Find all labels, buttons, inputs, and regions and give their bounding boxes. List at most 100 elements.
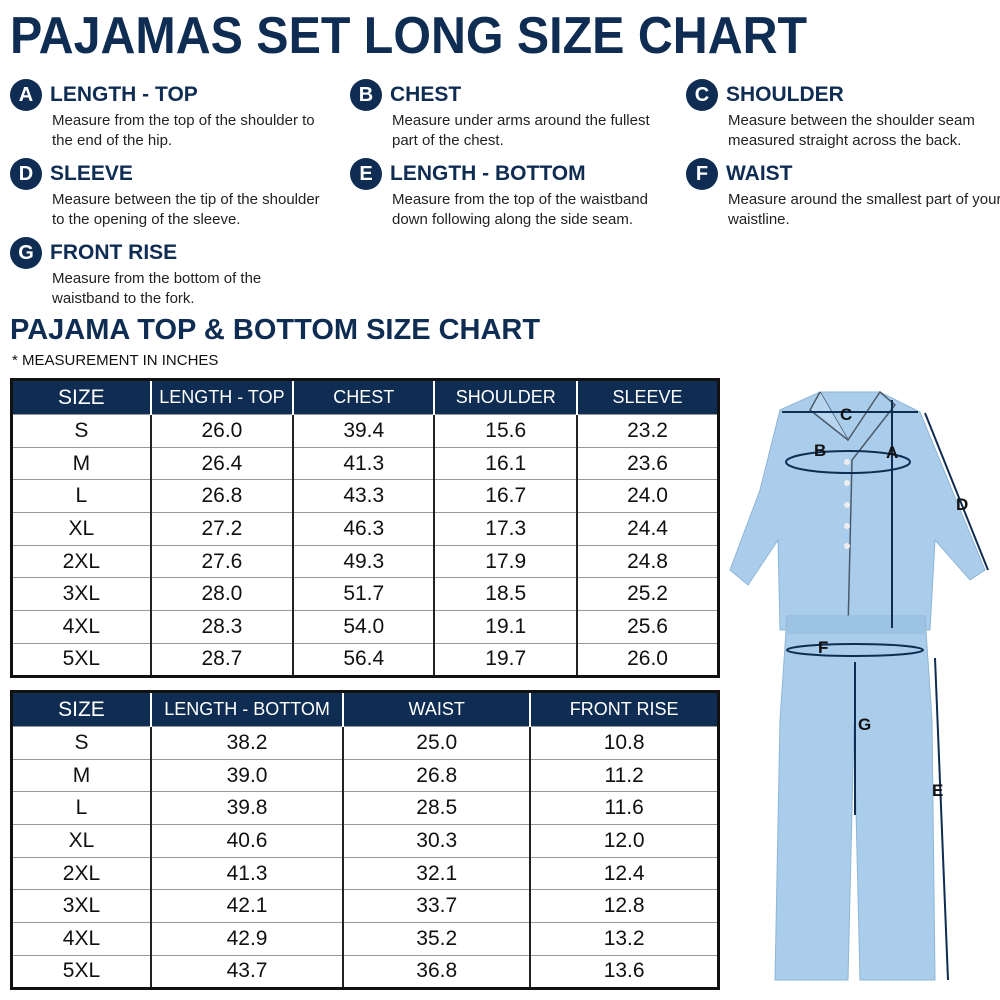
table-cell: 41.3 [292,446,435,481]
table-cell: 26.0 [576,642,720,677]
guide-item: D SLEEVE Measure between the tip of the sh… [10,158,330,230]
label-e: E [932,781,943,800]
guide-label: FRONT RISE [50,241,178,264]
table-cell: 38.2 [149,726,344,760]
table-cell: 43.3 [292,479,435,514]
guide-description: Measure from the top of the waistband do… [392,191,648,228]
guide-label: SHOULDER [726,83,844,106]
table-cell: 24.0 [576,479,720,514]
table-cell: 11.2 [529,758,720,793]
table-cell: 19.1 [433,610,578,644]
table-row: XL 40.6 30.3 12.0 [11,824,720,858]
table-row: S 26.0 39.4 15.6 23.2 [11,414,720,448]
table-row: 4XL 28.3 54.0 19.1 25.6 [11,610,720,644]
guide-description: Measure under arms around the fullest pa… [392,112,650,149]
table-cell: 3XL [11,889,152,924]
table-cell: 40.6 [149,824,344,858]
letter-badge: G [10,237,42,269]
guide-label: SLEEVE [50,162,133,185]
guide-description: Measure between the shoulder seam measur… [728,112,975,149]
table-cell: 2XL [11,544,152,579]
pajama-top-shape [729,390,986,631]
letter-badge: C [686,79,718,111]
column-header: SLEEVE [576,379,719,415]
table-row: 3XL 28.0 51.7 18.5 25.2 [11,577,720,612]
table-cell: 28.7 [149,642,294,677]
top-size-table: SIZE LENGTH - TOP CHEST SHOULDER SLEEVE S 26.0… [10,378,720,678]
table-cell: 16.7 [433,479,578,514]
guide-item: C SHOULDER Measure between the shoulder se… [686,79,1000,151]
table-row: L 39.8 28.5 11.6 [11,791,720,826]
table-cell: 24.8 [576,544,720,579]
table-cell: 16.1 [433,446,578,481]
letter-badge: F [686,158,718,190]
table-cell: 56.4 [292,642,435,677]
guide-description: Measure around the smallest part of your… [728,191,1000,228]
table-cell: 43.7 [149,954,344,989]
table-cell: 26.8 [149,479,294,514]
column-header: LENGTH - TOP [149,379,294,415]
size-chart-subtitle: PAJAMA TOP & BOTTOM SIZE CHART [10,314,541,346]
table-cell: 15.6 [433,414,578,448]
header-row: SIZE LENGTH - BOTTOM WAIST FRONT RISE [11,691,719,727]
table-cell: 26.8 [342,758,531,793]
table-cell: 25.2 [576,577,720,612]
table-cell: M [11,446,152,481]
table-cell: 41.3 [149,856,344,891]
table-cell: 10.8 [529,726,720,760]
table-cell: 13.2 [529,922,720,956]
table-cell: 18.5 [433,577,578,612]
label-c: C [840,405,852,424]
table-cell: S [11,414,152,448]
header-row: SIZE LENGTH - TOP CHEST SHOULDER SLEEVE [11,379,719,415]
table-row: 3XL 42.1 33.7 12.8 [11,889,720,924]
letter-badge: D [10,158,42,190]
table-cell: 4XL [11,610,152,644]
measurement-note: * MEASUREMENT IN INCHES [12,352,219,369]
letter-badge: E [350,158,382,190]
table-cell: 27.6 [149,544,294,579]
table-cell: 28.3 [149,610,294,644]
table-cell: 19.7 [433,642,578,677]
label-f: F [818,638,828,657]
table-cell: 30.3 [342,824,531,858]
table-cell: 24.4 [576,512,720,546]
guide-item: F WAIST Measure around the smallest part o… [686,158,1000,230]
table-row: L 26.8 43.3 16.7 24.0 [11,479,720,514]
table-cell: 23.6 [576,446,720,481]
measurement-lines [782,400,989,981]
table-cell: 17.9 [433,544,578,579]
column-header: SIZE [11,379,151,415]
table-row: M 39.0 26.8 11.2 [11,758,720,793]
table-cell: 13.6 [529,954,720,989]
table-row: 2XL 41.3 32.1 12.4 [11,856,720,891]
table-cell: 17.3 [433,512,578,546]
table-cell: 12.8 [529,889,720,924]
table-row: 5XL 28.7 56.4 19.7 26.0 [11,642,720,677]
table-cell: 49.3 [292,544,435,579]
table-cell: 46.3 [292,512,435,546]
table-cell: 32.1 [342,856,531,891]
table-cell: 54.0 [292,610,435,644]
column-header: WAIST [342,691,531,727]
column-header: SIZE [11,691,151,727]
letter-badge: A [10,79,42,111]
column-header: SHOULDER [433,379,578,415]
table-cell: 28.5 [342,791,531,826]
table-cell: 42.9 [149,922,344,956]
table-cell: 26.0 [149,414,294,448]
table-cell: 39.8 [149,791,344,826]
table-cell: 42.1 [149,889,344,924]
guide-label: LENGTH - BOTTOM [390,162,586,185]
guide-label: CHEST [390,83,462,106]
table-cell: L [11,791,152,826]
table-cell: 35.2 [342,922,531,956]
table-cell: 51.7 [292,577,435,612]
table-cell: 11.6 [529,791,720,826]
table-cell: 2XL [11,856,152,891]
guide-label: LENGTH - TOP [50,83,198,106]
guide-item: G FRONT RISE Measure from the bottom of th… [10,237,330,309]
table-cell: 12.4 [529,856,720,891]
table-cell: 39.4 [292,414,435,448]
guide-description: Measure between the tip of the shoulder … [52,191,320,228]
